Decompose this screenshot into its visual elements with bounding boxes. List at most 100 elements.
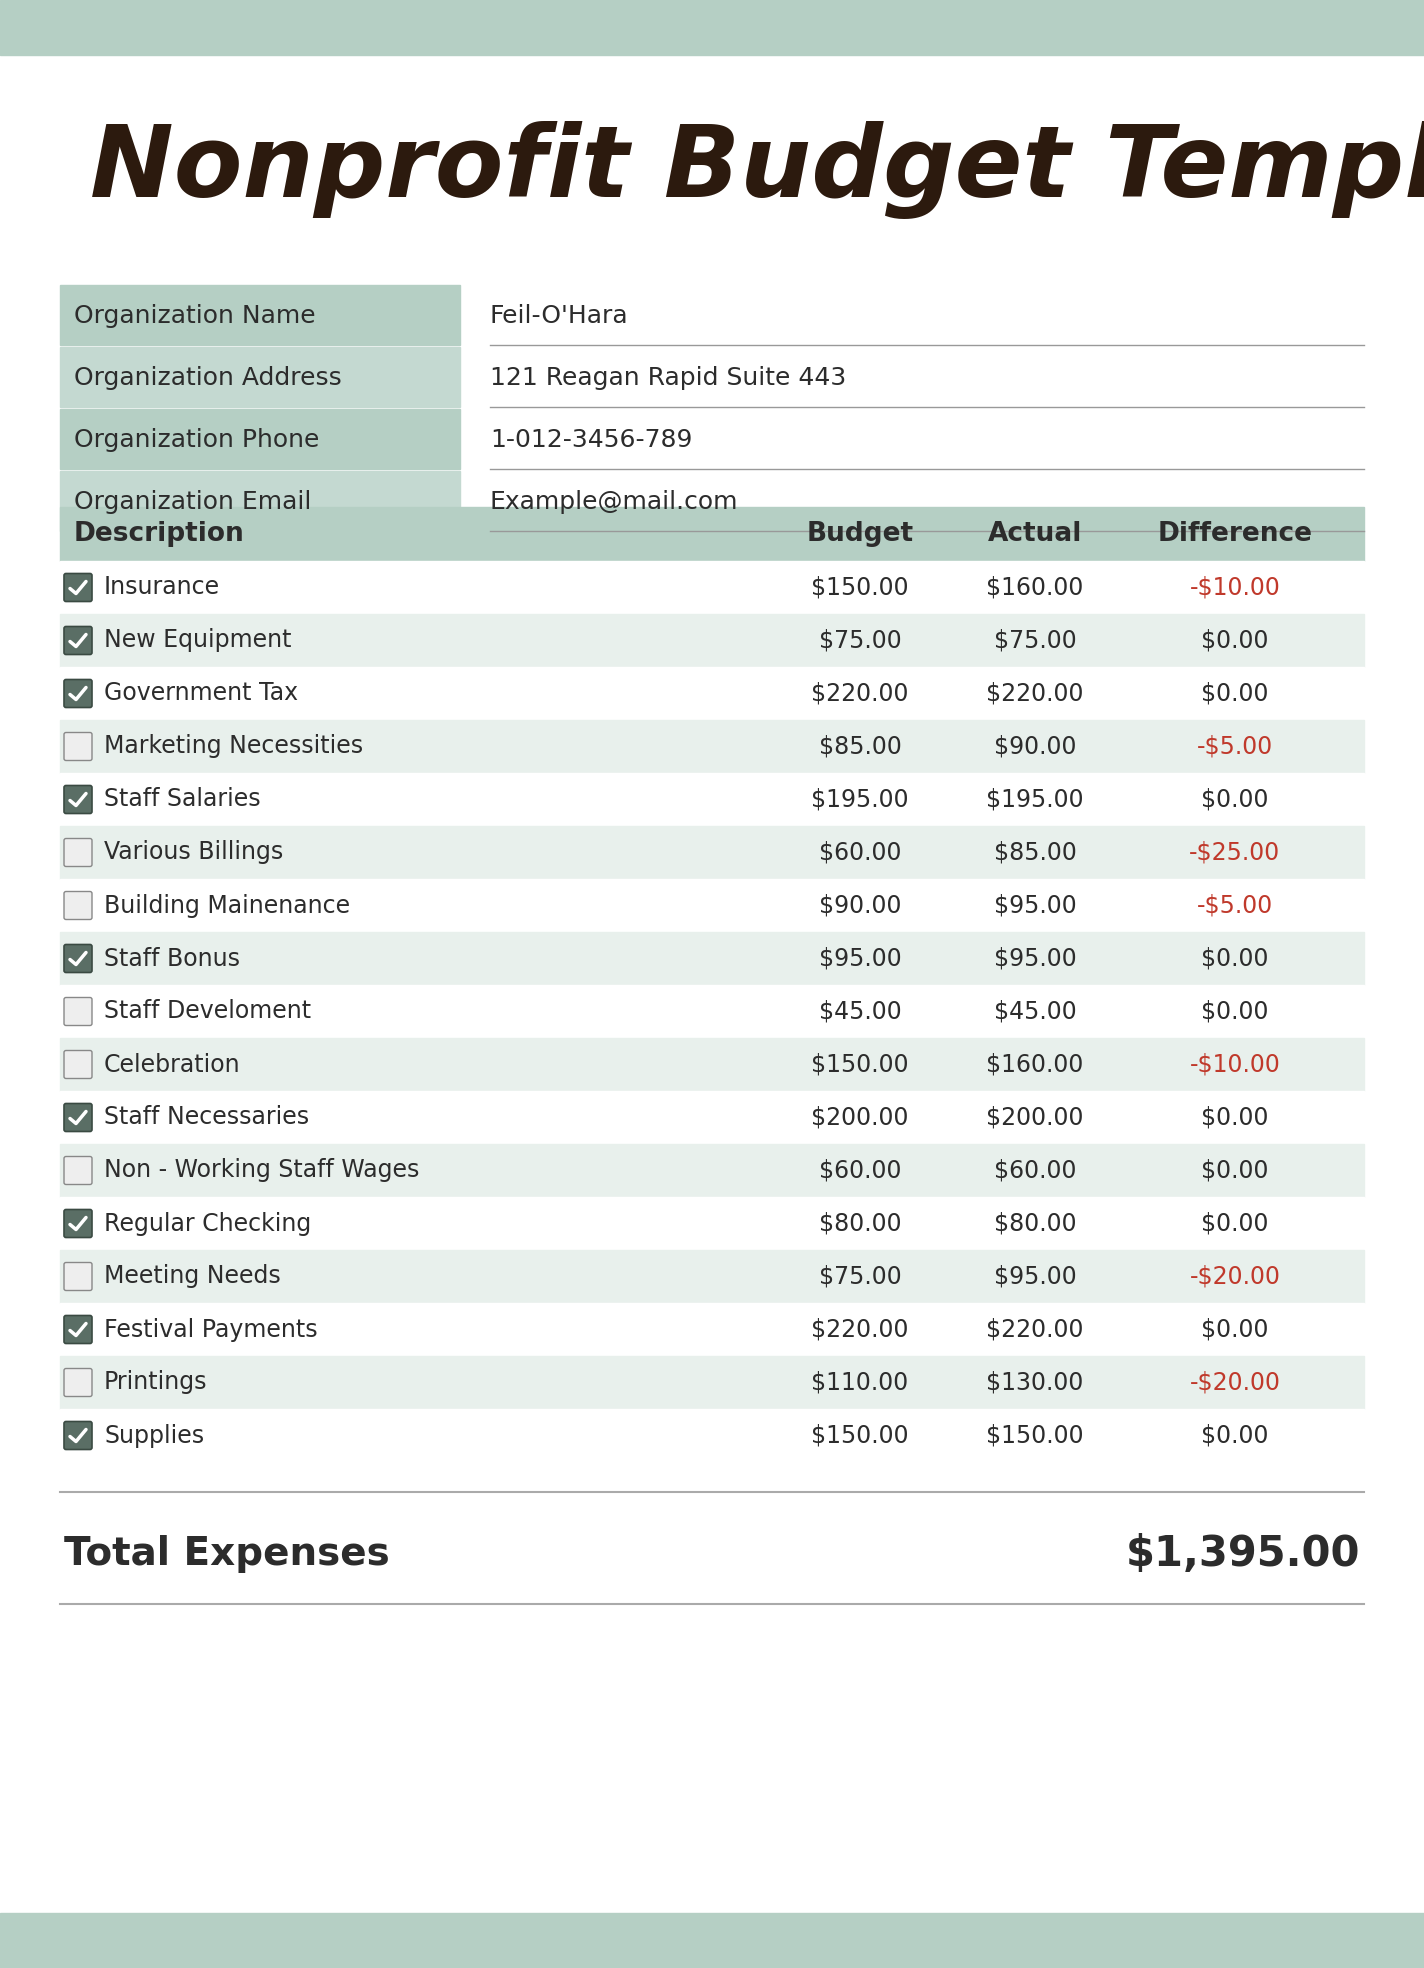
Text: $45.00: $45.00 <box>994 1000 1077 1023</box>
Text: Nonprofit Budget Template: Nonprofit Budget Template <box>90 120 1424 218</box>
Bar <box>60 933 1364 986</box>
Text: Marketing Necessities: Marketing Necessities <box>104 734 363 758</box>
Text: Example@mail.com: Example@mail.com <box>490 490 739 514</box>
Text: $85.00: $85.00 <box>819 734 901 758</box>
Text: $150.00: $150.00 <box>987 1423 1084 1448</box>
Text: Organization Email: Organization Email <box>74 490 312 514</box>
Text: Various Billings: Various Billings <box>104 840 283 864</box>
Text: Celebration: Celebration <box>104 1053 241 1076</box>
Text: -$5.00: -$5.00 <box>1198 734 1273 758</box>
Bar <box>60 285 460 344</box>
Bar <box>60 1037 1364 1090</box>
Text: Actual: Actual <box>988 522 1082 547</box>
Text: $0.00: $0.00 <box>1202 1212 1269 1236</box>
Text: $60.00: $60.00 <box>819 1159 901 1183</box>
Text: $220.00: $220.00 <box>987 681 1084 705</box>
Text: Festival Payments: Festival Payments <box>104 1317 318 1342</box>
Bar <box>60 1250 1364 1303</box>
Text: Feil-O'Hara: Feil-O'Hara <box>490 303 628 329</box>
Text: $220.00: $220.00 <box>987 1317 1084 1342</box>
Text: $95.00: $95.00 <box>819 947 901 970</box>
Text: $130.00: $130.00 <box>987 1370 1084 1395</box>
Text: $195.00: $195.00 <box>987 787 1084 811</box>
Bar <box>60 667 1364 720</box>
FancyBboxPatch shape <box>64 945 93 972</box>
Text: $0.00: $0.00 <box>1202 1317 1269 1342</box>
Text: Building Mainenance: Building Mainenance <box>104 893 350 917</box>
FancyBboxPatch shape <box>64 1315 93 1344</box>
FancyBboxPatch shape <box>64 892 93 919</box>
Text: $200.00: $200.00 <box>812 1106 909 1130</box>
FancyBboxPatch shape <box>64 838 93 866</box>
Text: $110.00: $110.00 <box>812 1370 909 1395</box>
Text: $0.00: $0.00 <box>1202 1000 1269 1023</box>
Text: Staff Bonus: Staff Bonus <box>104 947 241 970</box>
FancyBboxPatch shape <box>64 732 93 760</box>
Bar <box>60 561 1364 614</box>
FancyBboxPatch shape <box>64 679 93 708</box>
Bar <box>60 1356 1364 1409</box>
Text: $80.00: $80.00 <box>994 1212 1077 1236</box>
Text: $60.00: $60.00 <box>819 840 901 864</box>
Text: Non - Working Staff Wages: Non - Working Staff Wages <box>104 1159 420 1183</box>
Text: $75.00: $75.00 <box>819 628 901 653</box>
Text: -$20.00: -$20.00 <box>1189 1265 1280 1289</box>
Bar <box>60 880 1364 933</box>
Text: Staff Necessaries: Staff Necessaries <box>104 1106 309 1130</box>
Text: $150.00: $150.00 <box>812 1053 909 1076</box>
Text: Printings: Printings <box>104 1370 208 1395</box>
Text: $45.00: $45.00 <box>819 1000 901 1023</box>
Text: -$10.00: -$10.00 <box>1189 1053 1280 1076</box>
Text: $95.00: $95.00 <box>994 947 1077 970</box>
Text: $1,395.00: $1,395.00 <box>1125 1533 1360 1574</box>
FancyBboxPatch shape <box>64 1051 93 1078</box>
Bar <box>60 346 460 407</box>
Text: $0.00: $0.00 <box>1202 947 1269 970</box>
Bar <box>60 1409 1364 1462</box>
Text: 1-012-3456-789: 1-012-3456-789 <box>490 427 692 453</box>
Text: $0.00: $0.00 <box>1202 1423 1269 1448</box>
Bar <box>0 1913 1424 1968</box>
Text: Budget: Budget <box>806 522 914 547</box>
Bar <box>60 827 1364 880</box>
Text: $220.00: $220.00 <box>812 681 909 705</box>
FancyBboxPatch shape <box>64 573 93 602</box>
Bar <box>60 508 1364 561</box>
Text: $0.00: $0.00 <box>1202 681 1269 705</box>
FancyBboxPatch shape <box>64 1421 93 1450</box>
Text: New Equipment: New Equipment <box>104 628 292 653</box>
Bar <box>60 1090 1364 1143</box>
Text: Description: Description <box>74 522 245 547</box>
Text: -$10.00: -$10.00 <box>1189 575 1280 600</box>
Text: -$25.00: -$25.00 <box>1189 840 1280 864</box>
FancyBboxPatch shape <box>64 1210 93 1238</box>
Text: $75.00: $75.00 <box>819 1265 901 1289</box>
Bar <box>60 470 460 531</box>
Text: Total Expenses: Total Expenses <box>64 1535 390 1572</box>
Text: $150.00: $150.00 <box>812 575 909 600</box>
Bar <box>60 1143 1364 1197</box>
Text: Meeting Needs: Meeting Needs <box>104 1265 281 1289</box>
Bar <box>60 409 460 468</box>
Bar <box>60 614 1364 667</box>
Bar <box>0 0 1424 55</box>
Text: Organization Phone: Organization Phone <box>74 427 319 453</box>
Text: $160.00: $160.00 <box>987 575 1084 600</box>
Bar <box>60 986 1364 1037</box>
Text: 121 Reagan Rapid Suite 443: 121 Reagan Rapid Suite 443 <box>490 366 846 390</box>
Text: $95.00: $95.00 <box>994 893 1077 917</box>
Text: $0.00: $0.00 <box>1202 1159 1269 1183</box>
Text: Regular Checking: Regular Checking <box>104 1212 312 1236</box>
Bar <box>60 773 1364 827</box>
Text: Difference: Difference <box>1158 522 1313 547</box>
Text: -$5.00: -$5.00 <box>1198 893 1273 917</box>
Text: Insurance: Insurance <box>104 575 221 600</box>
FancyBboxPatch shape <box>64 998 93 1025</box>
Text: Staff Develoment: Staff Develoment <box>104 1000 310 1023</box>
Text: Supplies: Supplies <box>104 1423 204 1448</box>
FancyBboxPatch shape <box>64 785 93 813</box>
Text: Staff Salaries: Staff Salaries <box>104 787 261 811</box>
Text: $85.00: $85.00 <box>994 840 1077 864</box>
Text: $150.00: $150.00 <box>812 1423 909 1448</box>
Text: $200.00: $200.00 <box>987 1106 1084 1130</box>
